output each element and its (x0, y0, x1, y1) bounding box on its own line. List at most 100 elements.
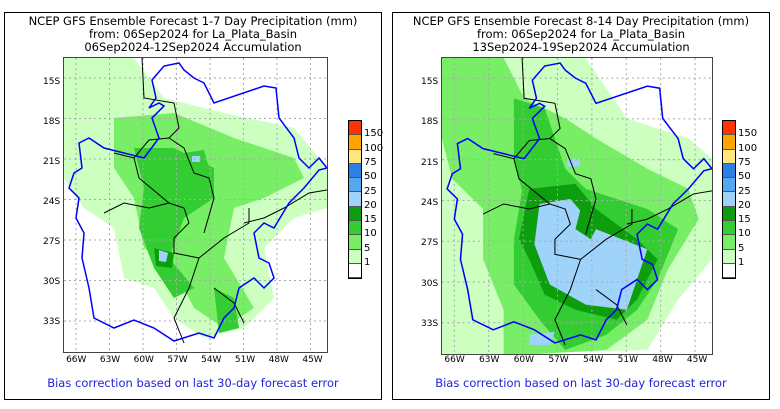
legend-swatch (723, 163, 735, 179)
panel-subtitle: from: 06Sep2024 for La_Plata_Basin (476, 27, 686, 41)
longitude-label: 57W (167, 355, 188, 365)
country-border (626, 190, 712, 225)
country-border (213, 287, 245, 324)
country-border (554, 259, 582, 346)
legend-swatch (723, 178, 735, 193)
legend-label: 75 (364, 156, 377, 168)
legend-label: 100 (364, 142, 384, 154)
legend-swatch (349, 121, 361, 136)
country-border (493, 58, 561, 160)
legend-label: 50 (738, 171, 751, 183)
latitude-label: 27S (43, 237, 61, 247)
legend-swatch (349, 235, 361, 250)
latitude-label: 18S (421, 117, 439, 128)
precipitation-area-10mm (134, 148, 214, 298)
legend-label: 5 (364, 242, 371, 254)
legend-swatch (723, 249, 735, 264)
longitude-label: 45W (686, 355, 708, 365)
country-border (595, 289, 628, 326)
precipitation-area-10mm (214, 288, 239, 333)
color-legend (722, 120, 736, 280)
legend-label: 1 (364, 257, 371, 268)
longitude-label: 57W (548, 355, 569, 365)
latitude-label: 27S (421, 238, 439, 249)
longitude-label: 54W (201, 355, 222, 365)
legend-label: 150 (364, 128, 384, 140)
legend-swatch (723, 235, 735, 250)
longitude-label: 66W (444, 355, 465, 365)
longitude-label: 54W (582, 355, 604, 365)
precipitation-map (63, 57, 328, 353)
bias-note: Bias correction based on last 30-day for… (435, 376, 727, 390)
longitude-label: 60W (133, 355, 154, 365)
legend-swatch (723, 192, 735, 207)
legend-swatch (349, 163, 361, 179)
precipitation-area-20mm (567, 158, 580, 167)
color-legend (348, 120, 362, 280)
legend-swatch (349, 249, 361, 264)
legend-label: 25 (364, 185, 377, 197)
legend-swatch (723, 221, 735, 236)
legend-swatch (723, 121, 735, 136)
latitude-label: 21S (43, 157, 61, 167)
legend-label: 25 (738, 185, 751, 197)
legend-label: 5 (738, 242, 745, 254)
legend-label: 10 (364, 228, 377, 240)
legend-label: 75 (738, 156, 751, 168)
panel-title: NCEP GFS Ensemble Forecast 1-7 Day Preci… (28, 14, 358, 28)
longitude-label: 48W (268, 355, 289, 365)
legend-label: 1 (738, 257, 745, 268)
country-border (513, 158, 581, 260)
legend-swatch (723, 149, 735, 164)
longitude-label: 63W (99, 355, 121, 365)
panel-week2: NCEP GFS Ensemble Forecast 8-14 Day Prec… (392, 12, 770, 400)
latitude-label: 24S (421, 197, 439, 208)
la-plata-basin-outline (68, 62, 327, 342)
country-border (103, 202, 170, 214)
legend-swatch (349, 221, 361, 236)
legend-swatch (723, 263, 735, 279)
panel-week1: NCEP GFS Ensemble Forecast 1-7 Day Preci… (4, 12, 384, 400)
latitude-label: 33S (421, 318, 439, 329)
legend-label: 20 (364, 199, 377, 211)
legend-label: 10 (738, 228, 751, 240)
legend-swatch (349, 263, 361, 279)
country-border (549, 138, 597, 235)
latitude-label: 30S (421, 278, 439, 289)
latitude-label: 15S (43, 77, 61, 87)
latitude-label: 21S (421, 157, 439, 168)
legend-label: 100 (738, 142, 758, 154)
legend-swatch (349, 192, 361, 207)
legend-swatch (723, 135, 735, 150)
country-border (580, 209, 633, 260)
panel-subtitle: from: 06Sep2024 for La_Plata_Basin (88, 27, 298, 41)
map-svg (442, 58, 712, 354)
longitude-label: 60W (513, 355, 535, 365)
legend-label: 150 (738, 128, 758, 140)
legend-label: 15 (738, 214, 751, 226)
legend-swatch (349, 178, 361, 193)
longitude-label: 66W (66, 355, 87, 365)
precipitation-area-20mm (159, 250, 168, 262)
precipitation-map (441, 57, 713, 355)
panel-period: 06Sep2024-12Sep2024 Accumulation (84, 40, 302, 54)
legend-label: 50 (364, 171, 377, 183)
legend-swatch (723, 206, 735, 222)
legend-swatch (349, 206, 361, 222)
country-border (198, 208, 250, 259)
longitude-label: 51W (234, 355, 256, 365)
latitude-label: 30S (43, 277, 61, 287)
country-border (482, 203, 550, 215)
country-border (113, 58, 180, 159)
map-svg (64, 58, 327, 352)
country-border (243, 189, 327, 224)
precipitation-area-20mm (529, 331, 555, 345)
latitude-label: 24S (43, 197, 61, 207)
country-border (173, 257, 200, 344)
latitude-label: 33S (43, 317, 61, 327)
country-border (168, 137, 215, 234)
legend-label: 20 (738, 199, 751, 211)
longitude-label: 63W (479, 355, 500, 365)
precipitation-area-20mm (534, 198, 648, 310)
panel-period: 13Sep2024-19Sep2024 Accumulation (472, 40, 690, 54)
